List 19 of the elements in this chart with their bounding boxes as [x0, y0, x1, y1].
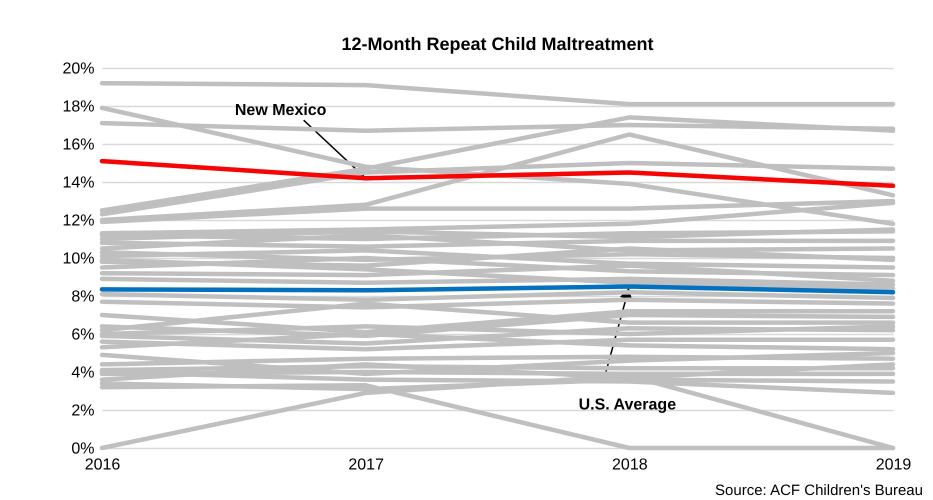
annotation: New Mexico — [234, 102, 327, 120]
chart-title: 12-Month Repeat Child Maltreatment — [341, 34, 654, 54]
source-note: Source: ACF Children's Bureau — [715, 482, 923, 499]
y-tick-label: 16% — [62, 136, 94, 154]
y-tick-label: 6% — [71, 326, 94, 344]
y-tick-label: 18% — [62, 98, 94, 116]
y-tick-label: 14% — [62, 174, 94, 192]
x-tick-label: 2016 — [84, 456, 120, 474]
y-tick-label: 0% — [71, 440, 94, 458]
annotation: U.S. Average — [578, 396, 676, 414]
y-tick-label: 8% — [71, 288, 94, 306]
x-tick-label: 2017 — [348, 456, 384, 474]
y-tick-label: 12% — [62, 212, 94, 230]
y-tick-label: 10% — [62, 250, 94, 268]
x-tick-label: 2019 — [876, 456, 912, 474]
y-tick-label: 4% — [71, 364, 94, 382]
y-tick-label: 20% — [62, 60, 94, 78]
y-tick-label: 2% — [71, 402, 94, 420]
x-tick-label: 2018 — [612, 456, 648, 474]
